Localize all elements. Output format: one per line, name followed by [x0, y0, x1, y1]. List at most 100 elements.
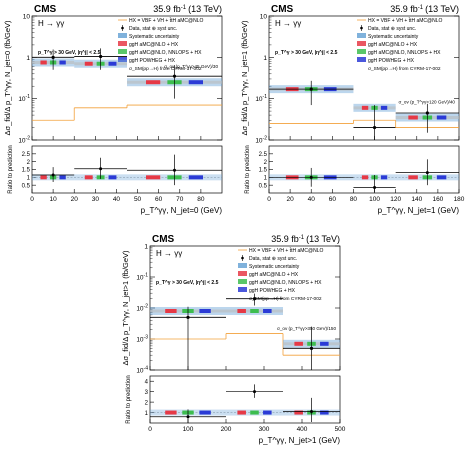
ratio-y-tick-label: 1 [27, 176, 31, 182]
ratio-data-point [173, 168, 176, 172]
legend-label-nnlops: ggH aMC@NLO, NNLOPS + HX [129, 50, 202, 56]
x-tick-label: 80 [350, 196, 358, 203]
y-tick-label: 10-2 [255, 136, 267, 145]
ratio-y-tick-label: 1.5 [22, 168, 31, 174]
legend-label-amcnlo: ggH aMC@NLO + HX [129, 42, 179, 48]
legend-label-nnlops: ggH aMC@NLO, NNLOPS + HX [368, 50, 441, 56]
ratio-plot-frame [268, 145, 460, 194]
ratio-data-point [373, 186, 377, 190]
legend-swatch-data-marker [360, 26, 363, 30]
main-plot-frame [268, 15, 460, 141]
legend-label-hx: HX = VBF + VH + t̄tH aMC@NLO [368, 17, 443, 24]
ratio-data-point [99, 167, 103, 171]
x-tick-label: 30 [92, 196, 100, 203]
ratio-amcnlo [361, 175, 369, 180]
amcnlo-pred [84, 61, 93, 66]
ratio-nnlops [250, 410, 259, 415]
legend-label-hx: HX = VBF + VH + t̄tH aMC@NLO [249, 247, 324, 254]
x-tick-label: 80 [197, 196, 205, 203]
luminosity-label: 35.9 fb-1 (13 TeV) [153, 4, 222, 14]
x-tick-label: 300 [259, 426, 270, 433]
chart-njetgt1: CMS 35.9 fb-1 (13 TeV) 10-4 10-3 10-2 10-1 1 0 10… [121, 234, 346, 445]
x-tick-label: 120 [390, 196, 401, 203]
ratio-y-tick-label: 1 [264, 176, 268, 182]
x-tick-label: 40 [308, 196, 316, 203]
legend-label-powheg: ggH POWHEG + HX [249, 288, 296, 294]
powheg-pred [380, 105, 388, 110]
experiment-label: CMS [34, 4, 57, 15]
ratio-y-tick-label: 2 [264, 160, 268, 166]
panel-njet0: CMS 35.9 fb-1 (13 TeV) 10-2 10-1 1 10 0 10 20 30 40… [0, 0, 237, 230]
legend-label-sigma: σ_SM(pp→H) from CYRM-17-002 [368, 66, 441, 72]
x-tick-label: 0 [148, 426, 152, 433]
luminosity-label: 35.9 fb-1 (13 TeV) [271, 234, 340, 244]
ratio-powheg [188, 175, 203, 180]
x-tick-label: 160 [432, 196, 443, 203]
legend-label-powheg: ggH POWHEG + HX [129, 58, 176, 64]
legend-swatch-powheg [238, 287, 247, 292]
ratio-y-tick-label: 2 [145, 400, 149, 406]
ratio-amcnlo [294, 410, 303, 415]
overflow-note: σ_ov (p_T^γγ>45 GeV)/30 [164, 64, 218, 69]
nnlops-pred [250, 309, 259, 314]
ratio-y-tick-label: 0.5 [22, 183, 31, 189]
x-tick-label: 100 [183, 426, 194, 433]
x-axis-title: p_T^γγ, N_jet>1 (GeV) [259, 436, 341, 445]
data-point [309, 87, 313, 91]
x-tick-label: 60 [329, 196, 337, 203]
ratio-amcnlo [408, 175, 418, 180]
ratio-y-tick-label: 1 [145, 411, 149, 417]
legend-label-sigma: σ_SM(pp→H) from CYRM-17-002 [129, 66, 202, 72]
ratio-plot-frame [149, 375, 341, 424]
ratio-amcnlo [40, 175, 47, 180]
x-tick-label: 0 [30, 196, 34, 203]
amcnlo-pred [361, 105, 369, 110]
data-point [172, 74, 177, 78]
y-tick-label: 1 [26, 55, 30, 62]
chart-njet0: CMS 35.9 fb-1 (13 TeV) 10-2 10-1 1 10 0 10 20 30 40… [3, 4, 223, 215]
x-tick-label: 200 [221, 426, 232, 433]
selection-label: p_T^γ > 30 GeV, |η^j| < 2.5 [275, 50, 338, 56]
legend-label-syst: Systematic uncertainty [249, 264, 300, 270]
ratio-powheg [59, 175, 66, 180]
data-point [425, 111, 429, 115]
ratio-axis-title: Ratio to prediction [245, 145, 251, 193]
x-tick-label: 20 [71, 196, 79, 203]
selection-label: p_T^γ > 30 GeV, |η^j| < 2.5 [38, 50, 101, 56]
legend-label-sigma: σ_SM(pp→H) from CYRM-17-002 [249, 296, 322, 302]
legend-swatch-nnlops [238, 279, 247, 284]
legend-swatch-data-marker [121, 26, 124, 30]
legend-label-powheg: ggH POWHEG + HX [368, 58, 415, 64]
legend-swatch-data-marker [241, 256, 244, 260]
amcnlo-pred [146, 80, 161, 85]
process-label: H → γγ [38, 19, 64, 28]
ratio-y-tick-label: 0.5 [259, 183, 268, 189]
ratio-amcnlo [165, 410, 177, 415]
overflow-note: σ_ov (p_T^γγ>350 GeV)/150 [277, 326, 336, 331]
legend-swatch-powheg [118, 57, 127, 62]
ratio-data-point [51, 173, 55, 177]
ratio-data-point [425, 171, 429, 175]
x-tick-label: 500 [335, 426, 346, 433]
data-point [252, 297, 257, 301]
ratio-plot-frame [31, 145, 223, 194]
legend-swatch-amcnlo [118, 41, 127, 46]
ratio-data-point [186, 415, 190, 419]
ratio-powheg [436, 175, 447, 180]
panel-njetgt1: CMS 35.9 fb-1 (13 TeV) 10-4 10-3 10-2 10-1 1 0 10… [118, 230, 355, 460]
x-tick-label: 180 [454, 196, 465, 203]
legend-swatch-nnlops [357, 49, 366, 54]
ratio-axis-title: Ratio to prediction [126, 375, 132, 423]
ratio-y-tick-label: 3 [145, 390, 149, 396]
amcnlo-pred [294, 341, 303, 346]
y-tick-label: 10-1 [18, 94, 30, 103]
legend-label-amcnlo: ggH aMC@NLO + HX [249, 272, 299, 278]
x-tick-label: 10 [49, 196, 57, 203]
ratio-amcnlo [84, 175, 93, 180]
legend-swatch-amcnlo [357, 41, 366, 46]
amcnlo-pred [408, 115, 418, 120]
data-point [309, 346, 314, 350]
amcnlo-pred [237, 309, 246, 314]
powheg-pred [188, 80, 203, 85]
